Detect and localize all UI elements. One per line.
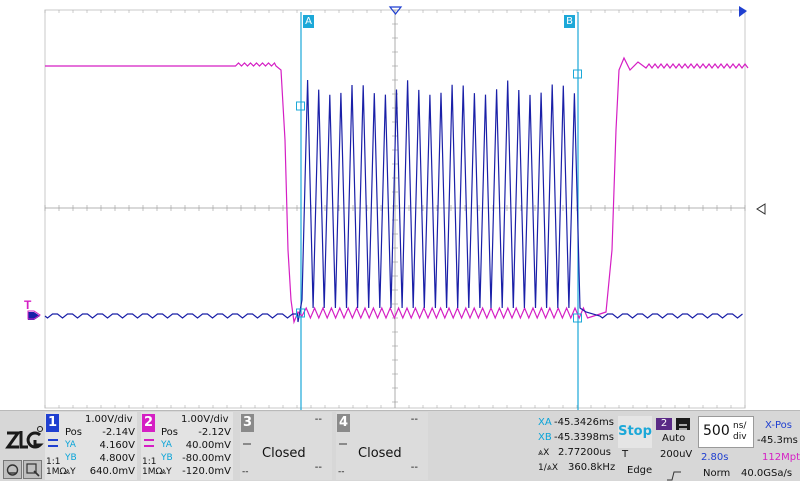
channel-1-impedance: 1MΩ: [46, 467, 67, 477]
channel-3-minus-icon: [243, 443, 251, 445]
channel-3-bottom-dash: --: [242, 467, 249, 477]
rising-edge-icon: [666, 466, 682, 481]
trigger-mode: Auto: [662, 433, 686, 444]
xb-value: -45.3398ms: [554, 432, 614, 443]
channel-1-badge[interactable]: 1: [46, 414, 59, 432]
trigger-level-marker[interactable]: T: [24, 298, 32, 312]
channel-2-ya-label: YA: [161, 440, 172, 450]
channel-1-scale: 1.00V/div: [85, 414, 133, 425]
scroll-right-icon[interactable]: [739, 6, 747, 17]
channel-2-impedance: 1MΩ: [142, 467, 163, 477]
timebase-unit-top: ns/: [733, 421, 747, 431]
xpos-value[interactable]: -45.3ms: [757, 435, 798, 446]
inv-dx-value: 360.8kHz: [568, 462, 616, 473]
channel-4-minus-icon: [339, 443, 347, 445]
timebase-panel[interactable]: 500 ns/ div 2.80s Norm: [697, 416, 755, 480]
channel-4-badge[interactable]: 4: [337, 414, 350, 432]
cursor-a-ya-marker: [296, 101, 305, 111]
cursor-a-yb-marker: [296, 308, 305, 318]
cursor-b-tag[interactable]: B: [564, 15, 575, 28]
xa-value: -45.3426ms: [554, 417, 614, 428]
channel-1-dy-label: ⩓Y: [65, 467, 76, 477]
sample-rate: 40.0GSa/s: [741, 468, 793, 479]
waveform-area[interactable]: A B T: [0, 0, 800, 410]
channel-4-top-dash: --: [410, 414, 418, 425]
memory-depth: 112Mpts: [762, 452, 800, 463]
channel-2-pos-label: Pos: [161, 427, 179, 438]
grid: [44, 9, 746, 409]
channel-2-pos-value: -2.12V: [198, 427, 231, 438]
xpos-label: X-Pos: [765, 420, 792, 431]
timebase-value: 500: [703, 423, 730, 439]
channel-1-waveform: [44, 79, 743, 323]
channel-1-panel[interactable]: 1 1.00V/div Pos -2.14V YA 4.160V YB 4.80…: [45, 412, 137, 480]
channel-2-yb-value: -80.00mV: [182, 453, 231, 464]
channel-1-pos-label: Pos: [65, 427, 83, 438]
trigger-position-icon[interactable]: [388, 6, 403, 15]
acquisition-mode: Norm: [703, 468, 731, 479]
channel-1-ya-value: 4.160V: [99, 440, 135, 451]
channel-1-yb-label: YB: [65, 453, 77, 463]
channel-2-ya-value: 40.00mV: [185, 440, 231, 451]
channel-1-ya-label: YA: [65, 440, 76, 450]
channel-3-panel[interactable]: 3 -- Closed -- --: [240, 412, 332, 480]
channel-2-yb-label: YB: [161, 453, 173, 463]
run-stop-button[interactable]: Stop: [618, 416, 652, 448]
channel-4-mid-dash: --: [410, 462, 418, 473]
trigger-slope-icon: [676, 418, 690, 430]
xb-label: XB: [538, 432, 552, 443]
cursor-b-yb-marker: [573, 313, 582, 323]
channel-1-yb-value: 4.800V: [99, 453, 135, 464]
channel-3-top-dash: --: [314, 414, 322, 425]
channel-2-cursor-icon: [144, 439, 154, 447]
timebase-box: [698, 416, 754, 448]
trigger-channel-badge: 2: [656, 418, 672, 430]
channel-4-bottom-dash: --: [338, 467, 345, 477]
channel-2-panel[interactable]: 2 1.00V/div Pos -2.12V YA 40.00mV YB -80…: [141, 412, 233, 480]
channel-3-badge[interactable]: 3: [241, 414, 254, 432]
zoom-icon[interactable]: [23, 460, 42, 479]
home-icon[interactable]: [3, 460, 22, 479]
cursor-readout[interactable]: XA -45.3426ms XB -45.3398ms ⩓X 2.77200us…: [536, 415, 616, 479]
channel-1-cursor-icon: [48, 439, 58, 447]
channel-3-mid-dash: --: [314, 462, 322, 473]
trigger-panel[interactable]: 2 Auto T 200uV Edge: [618, 416, 696, 481]
dx-label: ⩓X: [538, 448, 550, 458]
cursor-b-ya-marker: [573, 69, 582, 79]
channel-2-dy-label: ⩓Y: [161, 467, 172, 477]
channel-2-scale: 1.00V/div: [181, 414, 229, 425]
waveform-display: [27, 6, 766, 410]
acquisition-time: 2.80s: [701, 452, 729, 463]
channel-3-status: Closed: [262, 446, 306, 461]
inv-dx-label: 1/⩓X: [538, 463, 558, 473]
trigger-level-right-icon[interactable]: [756, 203, 766, 215]
channel-4-status: Closed: [358, 446, 402, 461]
channel-2-dy-value: -120.0mV: [182, 466, 231, 477]
channel-4-panel[interactable]: 4 -- Closed -- --: [336, 412, 428, 480]
cursor-a-tag[interactable]: A: [303, 15, 314, 28]
trigger-level-value: 200uV: [660, 449, 693, 460]
channel-2-probe-ratio: 1:1: [142, 457, 157, 467]
dx-value: 2.77200us: [558, 447, 611, 458]
channel-1-probe-ratio: 1:1: [46, 457, 61, 467]
trigger-level-label: T: [622, 449, 629, 460]
trigger-type: Edge: [627, 465, 653, 476]
timebase-unit-bottom: div: [733, 432, 747, 442]
ch2-ground-marker: [27, 310, 41, 320]
channel-2-badge[interactable]: 2: [142, 414, 155, 432]
run-state-label: Stop: [618, 424, 652, 439]
channel-1-pos-value: -2.14V: [102, 427, 135, 438]
brand-logo: [4, 425, 44, 453]
xa-label: XA: [538, 417, 552, 428]
status-panel: 1 1.00V/div Pos -2.14V YA 4.160V YB 4.80…: [0, 410, 800, 481]
channel-1-dy-value: 640.0mV: [89, 466, 135, 477]
ch1-ground-marker: [28, 312, 40, 320]
